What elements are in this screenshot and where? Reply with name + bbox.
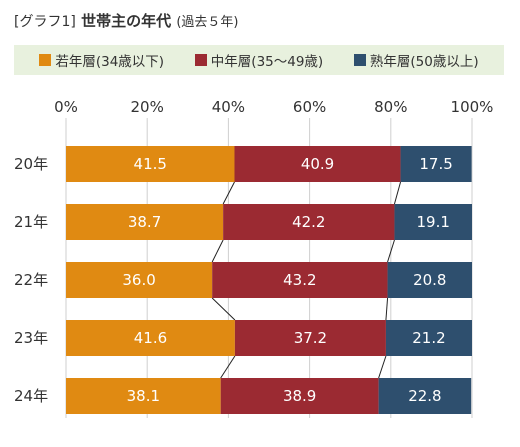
data-label: 19.1 <box>417 213 450 231</box>
connector-line <box>393 181 402 205</box>
bar-segment <box>378 378 472 414</box>
bar-segment <box>66 204 224 240</box>
connector-line <box>222 181 235 205</box>
data-label: 17.5 <box>419 155 452 173</box>
connector-line <box>378 355 387 379</box>
title-bracket: [グラフ1] <box>14 14 76 30</box>
bar-segment <box>66 262 213 298</box>
connector-line <box>385 297 389 321</box>
data-label: 37.2 <box>294 329 327 347</box>
title-text: 世帯主の年代 <box>81 12 172 30</box>
data-label: 40.9 <box>301 155 334 173</box>
legend-swatch-senior <box>353 54 366 66</box>
legend-item-young: 若年層(34歳以下) <box>39 50 164 70</box>
bar-segment <box>385 320 472 356</box>
x-tick-label: 0% <box>54 98 78 116</box>
category-label: 21年 <box>14 213 48 231</box>
data-label: 41.6 <box>134 329 167 347</box>
data-label: 43.2 <box>283 271 316 289</box>
connector-line <box>220 355 236 379</box>
bar-segment <box>400 146 472 182</box>
legend-label-middle: 中年層(35〜49歳) <box>210 54 324 70</box>
data-label: 38.7 <box>128 213 161 231</box>
connector-line <box>211 239 224 263</box>
x-tick-label: 60% <box>293 98 326 116</box>
data-label: 36.0 <box>122 271 155 289</box>
bar-segment <box>212 262 388 298</box>
category-label: 24年 <box>14 387 48 405</box>
title-subtitle: (過去５年) <box>176 15 239 30</box>
data-label: 38.1 <box>127 387 160 405</box>
bar-segment <box>66 378 221 414</box>
x-tick-label: 80% <box>374 98 407 116</box>
connector-line <box>387 239 395 263</box>
bar-segment <box>234 146 401 182</box>
category-label: 20年 <box>14 155 48 173</box>
legend-label-senior: 熟年層(50歳以上) <box>369 54 479 70</box>
legend-swatch-young <box>39 54 52 66</box>
bar-segment <box>387 262 472 298</box>
legend-label-young: 若年層(34歳以下) <box>55 54 165 70</box>
bar-segment <box>220 378 379 414</box>
data-label: 20.8 <box>413 271 446 289</box>
data-label: 38.9 <box>283 387 316 405</box>
bar-segment <box>394 204 472 240</box>
chart-title: [グラフ1] 世帯主の年代 (過去５年) <box>14 10 238 31</box>
data-label: 42.2 <box>292 213 325 231</box>
legend-item-middle: 中年層(35〜49歳) <box>194 50 324 70</box>
legend: 若年層(34歳以下) 中年層(35〜49歳) 熟年層(50歳以上) <box>14 45 504 75</box>
bar-segment <box>234 320 386 356</box>
data-label: 22.8 <box>408 387 441 405</box>
legend-swatch-middle <box>194 54 207 66</box>
category-label: 22年 <box>14 271 48 289</box>
legend-item-senior: 熟年層(50歳以上) <box>353 50 479 70</box>
x-tick-label: 100% <box>451 98 494 116</box>
bar-segment <box>223 204 395 240</box>
category-label: 23年 <box>14 329 48 347</box>
bar-segment <box>66 146 235 182</box>
data-label: 41.5 <box>134 155 167 173</box>
bar-segment <box>66 320 235 356</box>
x-tick-label: 20% <box>131 98 164 116</box>
data-label: 21.2 <box>412 329 445 347</box>
connector-line <box>211 297 236 321</box>
x-tick-label: 40% <box>212 98 245 116</box>
